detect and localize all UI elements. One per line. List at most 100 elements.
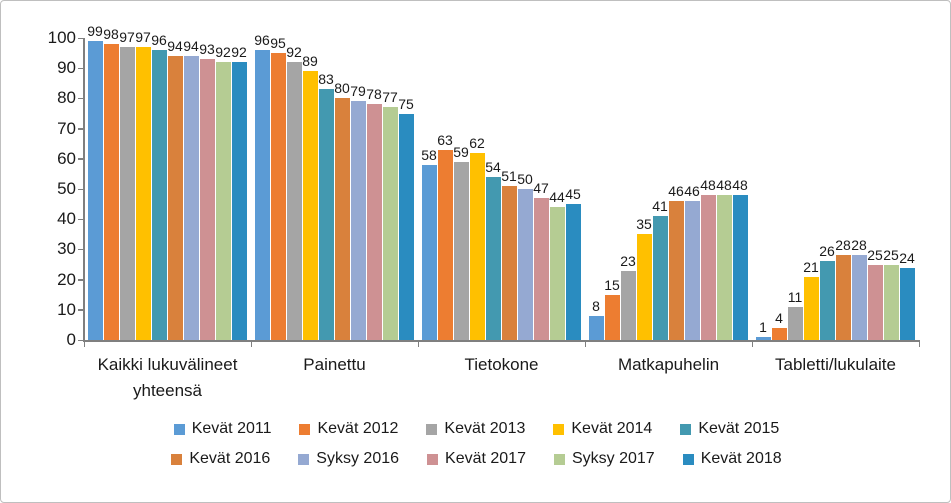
bar-kevät-2017	[533, 198, 549, 340]
bar-value-label: 48	[732, 177, 748, 194]
bar-value-label: 24	[899, 249, 915, 266]
category-label: Kaikki lukuvälineet yhteensä	[97, 355, 238, 400]
bar-value-label: 41	[652, 198, 668, 215]
y-axis-tick	[78, 128, 84, 130]
bar-kevät-2013	[453, 161, 469, 340]
bar-value-label: 4	[775, 309, 783, 326]
bar-syksy-2016	[684, 201, 700, 340]
bar-value-label: 99	[87, 23, 103, 40]
legend-item-kevät-2014: Kevät 2014	[553, 420, 652, 438]
bar-kevät-2015	[652, 216, 668, 340]
bar-kevät-2017	[867, 264, 883, 340]
bar-kevät-2017	[700, 195, 716, 340]
bar-value-label: 48	[700, 177, 716, 194]
legend-label: Syksy 2016	[316, 450, 400, 467]
bar-kevät-2012	[103, 44, 119, 340]
bar-kevät-2011	[254, 50, 270, 340]
y-axis-tick-label: 60	[57, 148, 76, 168]
bar-value-label: 25	[867, 246, 883, 263]
y-axis-tick	[78, 279, 84, 281]
legend-item-kevät-2015: Kevät 2015	[680, 420, 779, 438]
bar-value-label: 23	[620, 252, 636, 269]
bar-syksy-2016	[183, 56, 199, 340]
y-axis-tick-label: 10	[57, 299, 76, 319]
y-axis-tick	[78, 218, 84, 221]
bar-value-label: 46	[668, 183, 684, 200]
bar-value-label: 93	[199, 41, 215, 58]
bar-value-label: 47	[533, 180, 549, 197]
bar-value-label: 89	[302, 53, 318, 70]
bar-value-label: 28	[835, 237, 851, 254]
y-axis-tick	[78, 248, 84, 251]
legend-item-syksy-2017: Syksy 2017	[553, 450, 655, 468]
y-axis-tick	[78, 339, 84, 341]
bar-kevät-2013	[119, 47, 135, 340]
x-axis-tick	[918, 340, 920, 347]
category-label: Tabletti/lukulaite	[775, 355, 896, 374]
bar-syksy-2017	[382, 107, 398, 340]
x-axis-tick	[250, 340, 252, 347]
legend-swatch-icon	[426, 423, 438, 435]
y-axis-tick-label: 100	[47, 28, 76, 47]
y-axis-line	[83, 38, 85, 340]
bar-value-label: 8	[592, 297, 600, 314]
category-label: Painettu	[303, 355, 366, 374]
bar-value-label: 35	[636, 216, 652, 233]
legend-swatch-icon	[171, 453, 183, 465]
bar-value-label: 15	[604, 276, 620, 293]
bar-value-label: 59	[453, 143, 469, 160]
legend-swatch-icon	[553, 453, 565, 465]
y-axis-tick	[78, 158, 84, 160]
y-axis-tick	[78, 67, 84, 70]
legend-item-kevät-2017: Kevät 2017	[427, 450, 526, 468]
legend-swatch-icon	[427, 453, 439, 465]
legend-label: Kevät 2015	[698, 420, 780, 437]
legend-row: Kevät 2011 Kevät 2012 Kevät 2013 Kevät 2014…	[1, 420, 950, 438]
bar-kevät-2013	[620, 270, 636, 340]
bar-value-label: 94	[183, 38, 199, 55]
bar-kevät-2013	[286, 62, 302, 340]
bar-value-label: 98	[103, 26, 119, 43]
x-axis-tick	[417, 340, 419, 347]
legend-swatch-icon	[682, 453, 694, 465]
bar-kevät-2011	[755, 336, 771, 340]
bar-value-label: 92	[215, 44, 231, 61]
bar-value-label: 44	[549, 189, 565, 206]
legend-label: Kevät 2018	[700, 450, 782, 467]
y-axis-tick-label: 50	[57, 179, 76, 198]
bar-kevät-2012	[270, 53, 286, 340]
bar-kevät-2016	[167, 56, 183, 340]
bar-syksy-2017	[716, 195, 732, 340]
legend-item-syksy-2016: Syksy 2016	[298, 450, 399, 468]
bar-value-label: 1	[759, 318, 767, 335]
bar-value-label: 51	[501, 167, 517, 184]
bar-kevät-2015	[151, 50, 167, 340]
bar-value-label: 94	[167, 38, 183, 55]
bar-value-label: 78	[366, 86, 382, 103]
bar-kevät-2014	[803, 276, 819, 340]
legend-label: Kevät 2014	[571, 420, 653, 437]
y-axis-tick-label: 90	[57, 58, 76, 78]
legend-row: Kevät 2016 Syksy 2016 Kevät 2017 Syksy 2017…	[1, 450, 950, 468]
bar-kevät-2012	[437, 149, 453, 340]
bar-kevät-2014	[636, 234, 652, 340]
y-axis-tick-label: 70	[57, 118, 76, 138]
bar-value-label: 92	[231, 44, 247, 61]
x-axis-tick	[584, 340, 586, 347]
bar-kevät-2014	[302, 71, 318, 340]
y-axis-tick-label: 40	[57, 209, 76, 229]
bar-kevät-2012	[604, 294, 620, 340]
bar-kevät-2018	[899, 267, 915, 340]
bar-value-label: 21	[803, 258, 819, 275]
bar-value-label: 50	[517, 171, 533, 187]
category-label: Matkapuhelin	[617, 355, 720, 374]
bar-kevät-2015	[485, 176, 501, 340]
legend-label: Kevät 2013	[444, 420, 526, 437]
bar-value-label: 11	[787, 288, 803, 305]
bar-value-label: 92	[286, 44, 302, 61]
x-axis-tick	[751, 340, 753, 347]
bar-kevät-2014	[469, 152, 485, 340]
y-axis-tick	[78, 188, 84, 190]
